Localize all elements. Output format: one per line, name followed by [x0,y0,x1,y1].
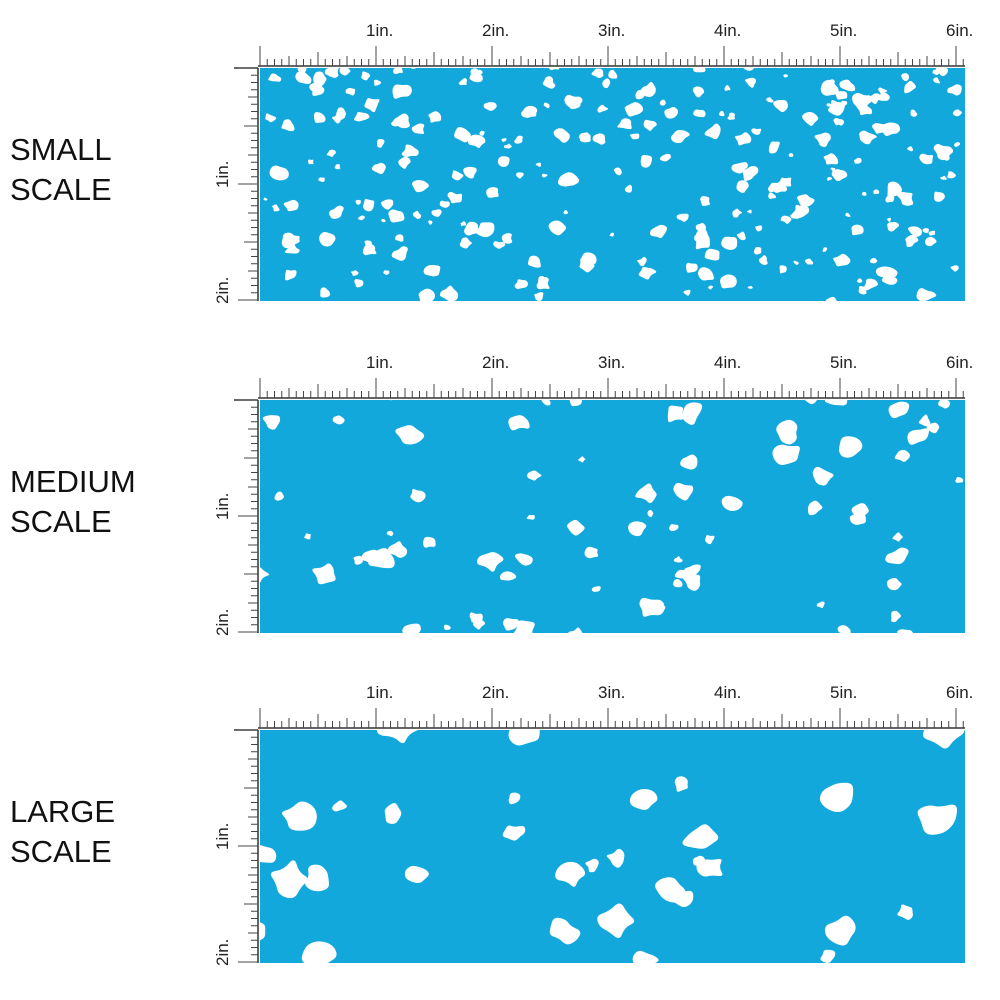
ruler-label: 4in. [714,21,741,40]
ruler-label: 4in. [714,683,741,702]
ruler-label: 1in. [213,161,232,188]
scale-label: SMALL [10,132,112,167]
ruler-label: 3in. [598,21,625,40]
ruler-label: 2in. [482,683,509,702]
scale-panel: SMALL SCALE 1in. 2in. 3in. 4in. 5in. 6in. 1in. 2i… [10,21,973,304]
ruler-label: 1in. [366,21,393,40]
ruler-label: 2in. [482,21,509,40]
scale-label: SCALE [10,834,112,869]
ruler-label: 5in. [830,683,857,702]
scale-panel: MEDIUM SCALE 1in. 2in. 3in. 4in. 5in. 6in. 1in. 2… [10,353,973,636]
ruler-label: 2in. [213,277,232,304]
pattern [260,730,965,963]
scale-label: LARGE [10,794,115,829]
scale-label: MEDIUM [10,464,136,499]
ruler-label: 2in. [213,939,232,966]
ruler-label: 5in. [830,353,857,372]
ruler-label: 5in. [830,21,857,40]
ruler-label: 4in. [714,353,741,372]
ruler-label: 3in. [598,683,625,702]
ruler-label: 3in. [598,353,625,372]
scale-label: SCALE [10,172,112,207]
ruler-label: 1in. [366,683,393,702]
ruler-label: 1in. [366,353,393,372]
ruler-label: 6in. [946,683,973,702]
ruler-label: 6in. [946,353,973,372]
pattern [260,400,964,633]
ruler-label: 2in. [482,353,509,372]
scale-label: SCALE [10,504,112,539]
pattern [263,68,962,301]
ruler-label: 1in. [213,493,232,520]
ruler-label: 1in. [213,823,232,850]
ruler-label: 2in. [213,609,232,636]
ruler-label: 6in. [946,21,973,40]
scale-panel: LARGE SCALE 1in. 2in. 3in. 4in. 5in. 6in. 1in. 2i… [10,683,973,966]
